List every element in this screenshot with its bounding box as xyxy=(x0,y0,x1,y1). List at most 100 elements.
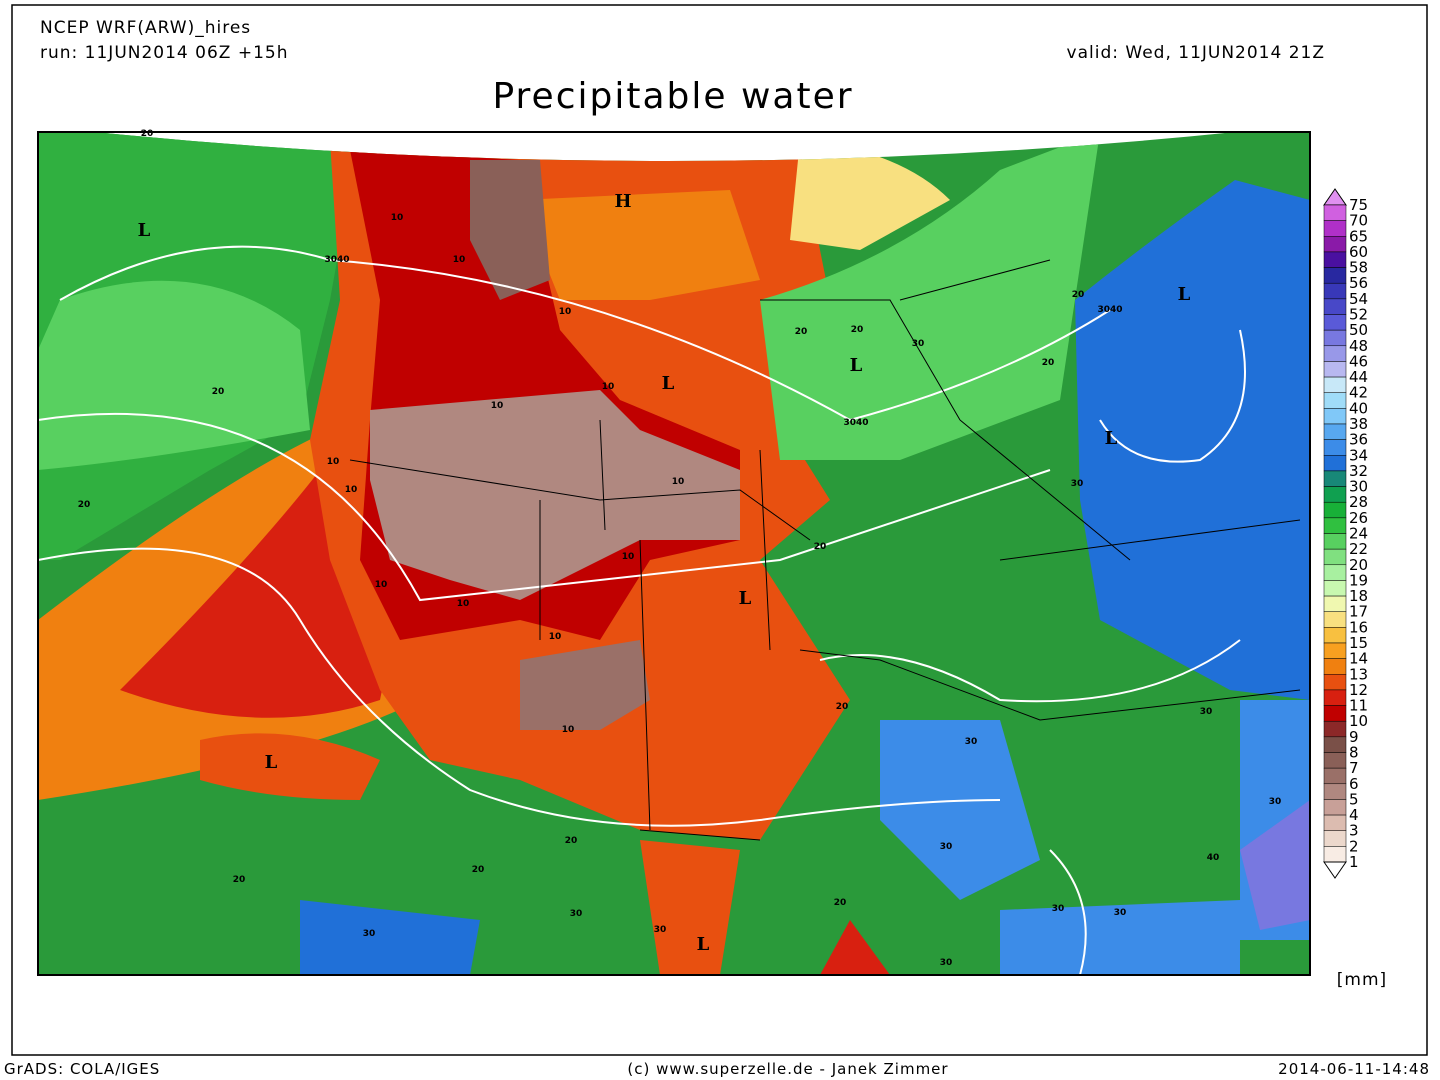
legend-level: 30 xyxy=(1349,478,1368,496)
legend-swatch xyxy=(1323,376,1347,393)
legend-level: 2 xyxy=(1349,837,1359,855)
legend-swatch xyxy=(1323,455,1347,472)
contour-label: 30 xyxy=(1114,908,1127,918)
legend-swatch xyxy=(1323,611,1347,628)
valid-time: valid: Wed, 11JUN2014 21Z xyxy=(1067,43,1325,63)
legend-swatch xyxy=(1323,752,1347,769)
legend-level: 13 xyxy=(1349,665,1368,683)
contour-label: 30 xyxy=(570,909,583,919)
legend-swatch xyxy=(1323,642,1347,659)
legend-swatch xyxy=(1323,423,1347,440)
contour-label: 10 xyxy=(327,457,340,467)
legend-swatch xyxy=(1323,329,1347,347)
contour-label: 10 xyxy=(602,382,615,392)
contour-label: 10 xyxy=(453,255,466,265)
contour-label: 3040 xyxy=(1097,305,1122,315)
legend-swatch xyxy=(1323,580,1347,597)
legend-swatch xyxy=(1323,767,1347,785)
contour-label: 20 xyxy=(565,836,578,846)
legend-level: 42 xyxy=(1349,384,1368,402)
legend-level: 32 xyxy=(1349,462,1368,480)
legend-level: 12 xyxy=(1349,681,1368,699)
legend-swatch xyxy=(1323,627,1347,644)
pressure-center: L xyxy=(265,752,278,773)
legend-level: 3 xyxy=(1349,822,1359,840)
legend-level: 22 xyxy=(1349,540,1368,558)
contour-label: 10 xyxy=(375,580,388,590)
contour-label: 3040 xyxy=(843,418,868,428)
contour-label: 30 xyxy=(1269,797,1282,807)
legend-swatch xyxy=(1323,439,1347,456)
run-time: run: 11JUN2014 06Z +15h xyxy=(40,43,288,63)
legend-swatch xyxy=(1323,674,1347,691)
legend-swatch xyxy=(1323,282,1347,300)
pressure-center: L xyxy=(1105,428,1118,449)
legend-swatch xyxy=(1323,595,1347,612)
contour-label: 10 xyxy=(491,401,504,411)
legend-level: 18 xyxy=(1349,587,1368,605)
legend-level: 56 xyxy=(1349,274,1368,292)
legend-level: 10 xyxy=(1349,712,1368,730)
legend-swatch xyxy=(1323,548,1347,566)
legend-level: 1 xyxy=(1349,853,1359,871)
contour-label: 30 xyxy=(1200,707,1213,717)
contour-label: 30 xyxy=(363,929,376,939)
footer-left: GrADS: COLA/IGES xyxy=(4,1060,160,1078)
contour-label: 3040 xyxy=(324,255,349,265)
contour-label: 30 xyxy=(912,339,925,349)
legend-level: 8 xyxy=(1349,744,1359,762)
legend-swatch xyxy=(1323,533,1347,550)
contour-label: 10 xyxy=(672,477,685,487)
pressure-center: L xyxy=(1178,284,1191,305)
legend-level: 19 xyxy=(1349,571,1368,589)
legend-level: 54 xyxy=(1349,290,1368,308)
legend-swatch xyxy=(1323,236,1347,253)
legend-swatch xyxy=(1323,392,1347,409)
legend-level: 20 xyxy=(1349,556,1368,574)
legend-swatch xyxy=(1323,251,1347,268)
legend-swatch xyxy=(1323,799,1347,816)
legend-level: 65 xyxy=(1349,227,1368,245)
legend-swatch xyxy=(1323,314,1347,331)
legend-level: 58 xyxy=(1349,259,1368,277)
legend-level: 44 xyxy=(1349,368,1368,386)
contour-label: 20 xyxy=(834,898,847,908)
legend-level: 40 xyxy=(1349,399,1368,417)
map-title: Precipitable water xyxy=(492,76,853,117)
contour-label: 10 xyxy=(562,725,575,735)
contour-label: 10 xyxy=(345,485,358,495)
contour-label: 20 xyxy=(814,542,827,552)
page-frame xyxy=(11,4,1428,1056)
legend-swatch xyxy=(1323,689,1347,706)
contour-label: 10 xyxy=(622,552,635,562)
contour-label: 20 xyxy=(851,325,864,335)
legend-level: 75 xyxy=(1349,196,1368,214)
legend-level: 28 xyxy=(1349,493,1368,511)
contour-label: 10 xyxy=(457,599,470,609)
contour-label: 30 xyxy=(940,958,953,968)
legend-level: 7 xyxy=(1349,759,1359,777)
legend-level: 52 xyxy=(1349,306,1368,324)
legend-level: 4 xyxy=(1349,806,1359,824)
legend-level: 6 xyxy=(1349,775,1359,793)
legend-swatch xyxy=(1323,486,1347,503)
contour-label: 20 xyxy=(212,387,225,397)
contour-label: 30 xyxy=(965,737,978,747)
legend-swatch xyxy=(1323,267,1347,284)
legend-swatch xyxy=(1323,783,1347,800)
contour-label: 20 xyxy=(233,875,246,885)
legend-level: 38 xyxy=(1349,415,1368,433)
legend-level: 16 xyxy=(1349,618,1368,636)
contour-label: 20 xyxy=(836,702,849,712)
legend-swatch xyxy=(1323,736,1347,753)
legend-bottom-arrow xyxy=(1323,861,1347,879)
legend-swatch xyxy=(1323,361,1347,378)
legend-level: 48 xyxy=(1349,337,1368,355)
legend-swatch xyxy=(1323,705,1347,722)
legend-swatch xyxy=(1323,345,1347,362)
legend-swatch xyxy=(1323,658,1347,675)
contour-label: 10 xyxy=(559,307,572,317)
footer-right: 2014-06-11-14:48 xyxy=(1278,1060,1430,1078)
legend-level: 50 xyxy=(1349,321,1368,339)
